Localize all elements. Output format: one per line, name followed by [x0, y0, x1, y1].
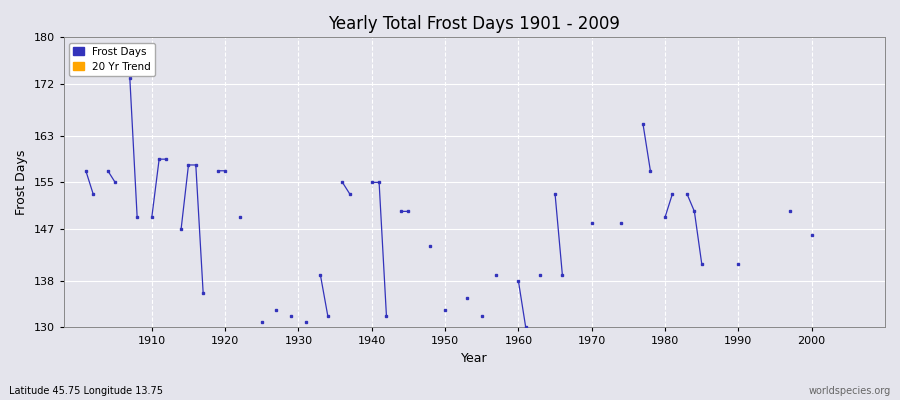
Y-axis label: Frost Days: Frost Days — [15, 150, 28, 215]
X-axis label: Year: Year — [461, 352, 488, 365]
Text: worldspecies.org: worldspecies.org — [809, 386, 891, 396]
Legend: Frost Days, 20 Yr Trend: Frost Days, 20 Yr Trend — [69, 42, 155, 76]
Title: Yearly Total Frost Days 1901 - 2009: Yearly Total Frost Days 1901 - 2009 — [328, 15, 620, 33]
Text: Latitude 45.75 Longitude 13.75: Latitude 45.75 Longitude 13.75 — [9, 386, 163, 396]
